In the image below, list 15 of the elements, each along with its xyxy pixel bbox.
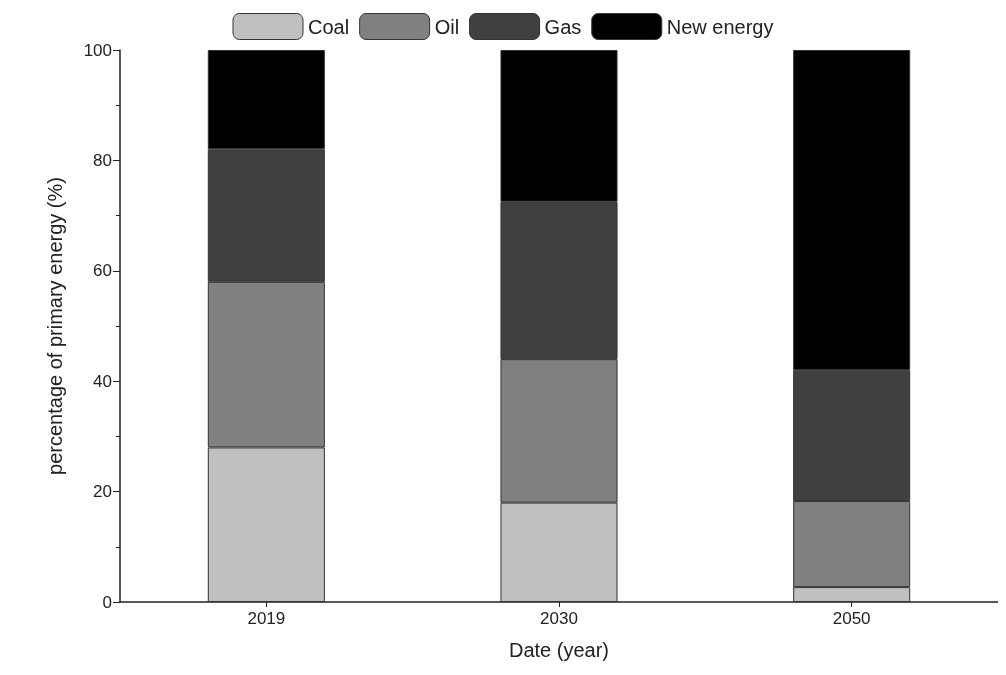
x-tick-label: 2050 [832,609,871,628]
x-tick-label: 2030 [540,609,578,628]
y-tick-label: 100 [83,40,112,60]
y-tick-label: 0 [102,592,112,612]
x-tick-label: 2019 [247,609,286,628]
legend-label: New energy [666,15,774,38]
legend-label: Gas [544,15,582,38]
y-tick-label: 60 [93,261,112,281]
y-tick-label: 80 [93,150,112,170]
y-tick-label: 40 [93,371,112,391]
y-axis-title: percentage of primary energy (%) [44,177,66,475]
legend-label: Coal [308,15,350,38]
y-tick-label: 20 [93,482,112,502]
x-axis-title: Date (year) [508,639,610,661]
legend-label: Oil [434,15,460,38]
